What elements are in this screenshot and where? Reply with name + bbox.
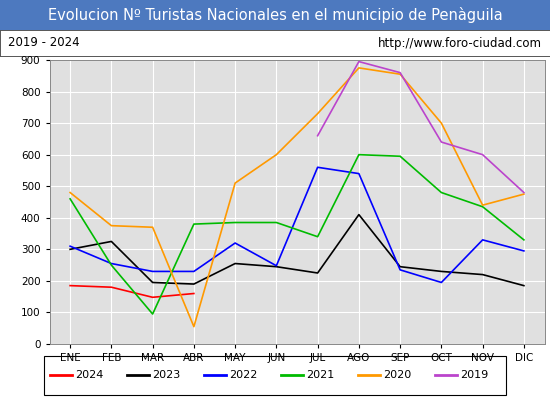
Text: 2023: 2023 bbox=[152, 370, 181, 380]
Text: 2019 - 2024: 2019 - 2024 bbox=[8, 36, 80, 50]
Bar bbox=[44, 356, 506, 395]
Text: 2020: 2020 bbox=[383, 370, 412, 380]
Text: Evolucion Nº Turistas Nacionales en el municipio de Penàguila: Evolucion Nº Turistas Nacionales en el m… bbox=[48, 7, 502, 23]
Text: 2019: 2019 bbox=[460, 370, 489, 380]
Text: 2022: 2022 bbox=[229, 370, 258, 380]
Text: http://www.foro-ciudad.com: http://www.foro-ciudad.com bbox=[378, 36, 542, 50]
Text: 2021: 2021 bbox=[306, 370, 335, 380]
Text: 2024: 2024 bbox=[75, 370, 104, 380]
